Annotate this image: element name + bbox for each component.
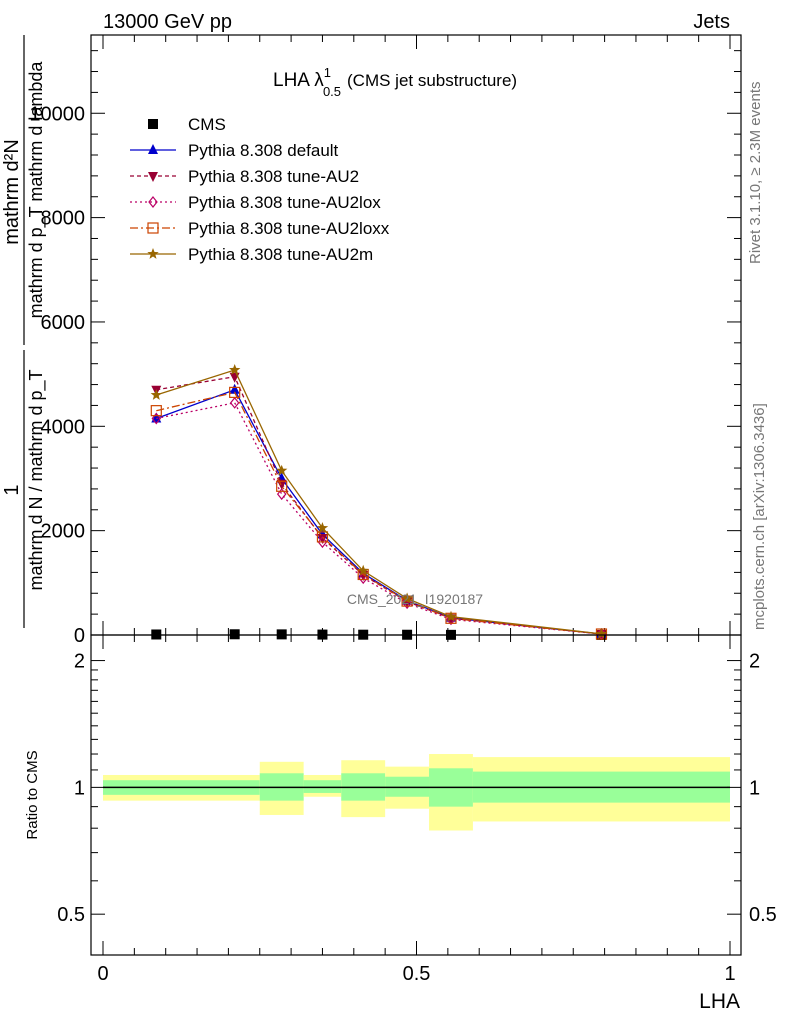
chart-title-sup: 1 <box>324 65 331 80</box>
ratio-y-tick-label: 1 <box>74 777 85 799</box>
main-y-tick-label: 8000 <box>41 208 86 230</box>
legend-marker <box>148 196 158 208</box>
data-point-cms <box>229 629 240 640</box>
ratio-plot-panel: 0.5 0.5 1 1 2 2 0 0.5 1 Ratio to CMS LHA <box>24 634 777 1013</box>
legend: CMS Pythia 8.308 default Pythia 8.308 tune… <box>130 115 390 264</box>
data-point-au2loxx <box>316 531 329 543</box>
x-tick-label: 0.5 <box>403 963 431 985</box>
series-line-au2loxx <box>156 391 602 635</box>
data-point-au2lox <box>276 488 287 501</box>
data-point-au2loxx <box>229 386 241 398</box>
series-au2m <box>150 364 608 639</box>
legend-label: Pythia 8.308 tune-AU2m <box>188 245 373 264</box>
ratio-inner-band <box>303 780 342 793</box>
main-y-tick-label: 0 <box>74 625 85 647</box>
legend-marker <box>148 172 158 182</box>
ratio-y-tick-label-right: 2 <box>749 651 760 673</box>
data-point-cms <box>276 629 287 640</box>
ratio-y-tick-label: 2 <box>74 651 85 673</box>
data-point-au2lox <box>229 396 240 409</box>
analysis-watermark: CMS_2021_I1920187 <box>347 591 483 607</box>
legend-label: CMS <box>188 115 226 134</box>
data-point-default <box>229 383 240 394</box>
legend-label: Pythia 8.308 tune-AU2loxx <box>188 219 390 238</box>
mcplots-text: mcplots.cern.ch [arXiv:1306.3436] <box>751 403 768 630</box>
main-y-tick-label: 2000 <box>41 521 86 543</box>
ylabel-pre-den: mathrm d N / mathrm d p_T <box>26 369 47 590</box>
data-point-au2m <box>316 522 329 533</box>
main-y-axis-label: 1 mathrm d N / mathrm d p_T mathrm d²N m… <box>1 35 47 628</box>
data-point-au2lox <box>151 412 162 425</box>
data-point-au2m <box>276 464 288 476</box>
main-axis-ticks: 0 2000 4000 6000 8000 10000 <box>29 35 741 647</box>
chart-title-suffix: (CMS jet substructure) <box>347 71 517 90</box>
data-point-au2m <box>401 592 413 604</box>
data-point-au2lox <box>317 536 328 549</box>
legend-item-au2loxx: Pythia 8.308 tune-AU2loxx <box>130 219 390 238</box>
rivet-version-text: Rivet 3.1.10, ≥ 2.3M events <box>747 82 764 265</box>
ratio-y-axis-label: Ratio to CMS <box>24 750 41 839</box>
legend-item-au2m: Pythia 8.308 tune-AU2m <box>130 245 373 264</box>
legend-item-au2: Pythia 8.308 tune-AU2 <box>130 167 359 186</box>
legend-item-au2lox: Pythia 8.308 tune-AU2lox <box>130 193 381 212</box>
legend-label: Pythia 8.308 default <box>188 141 339 160</box>
legend-marker <box>148 144 158 154</box>
data-point-au2m <box>150 389 162 400</box>
ylabel-pre-num: 1 <box>1 484 23 495</box>
x-tick-label: 1 <box>724 963 735 985</box>
ratio-uncertainty-bands <box>103 754 730 831</box>
header-left: 13000 GeV pp <box>103 11 232 33</box>
data-point-au2m <box>445 610 457 622</box>
legend-marker <box>148 119 158 129</box>
data-point-au2m <box>229 364 241 375</box>
legend-marker <box>147 222 159 234</box>
ratio-axis-ticks: 0.5 0.5 1 1 2 2 0 0.5 1 <box>57 635 777 985</box>
chart-title: LHA λ1 0.5 (CMS jet substructure) <box>273 65 517 99</box>
data-point-au2loxx <box>150 405 162 417</box>
ylabel-den: mathrm d p_T mathrm d lambda <box>26 61 47 319</box>
legend-label: Pythia 8.308 tune-AU2 <box>188 167 359 186</box>
chart-title-sub: 0.5 <box>323 84 341 99</box>
ratio-y-tick-label-right: 0.5 <box>749 904 777 926</box>
legend-marker <box>147 248 159 259</box>
legend-label: Pythia 8.308 tune-AU2lox <box>188 193 381 212</box>
data-point-au2m <box>595 627 608 639</box>
main-y-tick-label: 6000 <box>41 312 86 334</box>
legend-item-default: Pythia 8.308 default <box>130 141 339 160</box>
legend-item-cms: CMS <box>148 115 226 134</box>
main-y-tick-label: 4000 <box>41 416 86 438</box>
ratio-y-tick-label-right: 1 <box>749 777 760 799</box>
x-axis-label: LHA <box>699 990 740 1013</box>
x-tick-label: 0 <box>97 963 108 985</box>
ylabel-num: mathrm d²N <box>1 139 23 245</box>
series-line-au2m <box>156 369 602 635</box>
data-point-au2loxx <box>276 480 288 492</box>
data-point-au2m <box>357 564 369 576</box>
ratio-y-tick-label: 0.5 <box>57 904 85 926</box>
main-y-tick-label: 10000 <box>29 103 85 125</box>
data-point-au2 <box>317 533 328 544</box>
chart-title-main: LHA λ <box>273 70 324 91</box>
header-right: Jets <box>693 11 730 33</box>
